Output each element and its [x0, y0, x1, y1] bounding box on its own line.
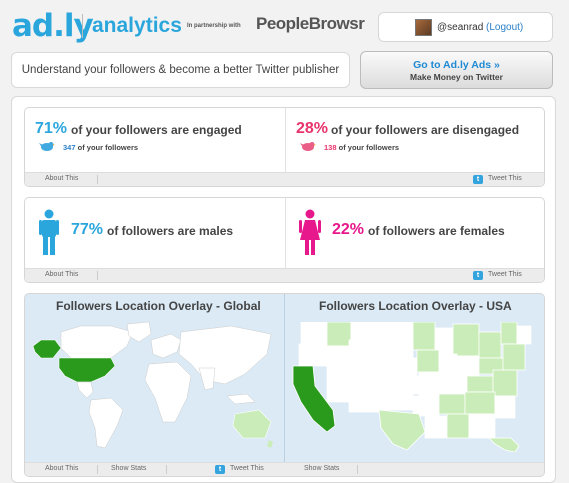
usa-map-title: Followers Location Overlay - USA: [319, 299, 512, 313]
footer-separator: [166, 465, 167, 474]
about-this-link[interactable]: About This: [45, 465, 79, 472]
disengaged-text: of your followers are disengaged: [331, 123, 520, 137]
card-divider: [284, 294, 285, 464]
male-percent: 77%: [71, 221, 104, 238]
header: ad.ly analytics In partnership with Peop…: [0, 0, 569, 48]
disengaged-count-text: 138 of your followers: [324, 143, 399, 152]
maps-card: Followers Location Overlay - Global Foll…: [24, 293, 545, 477]
logo-divider: [82, 14, 83, 38]
show-stats-global-link[interactable]: Show Stats: [111, 465, 147, 472]
tagline: Understand your followers & become a bet…: [11, 52, 350, 88]
partner-text: In partnership with: [187, 23, 241, 29]
engaged-percent: 71%: [35, 120, 68, 137]
card-divider: [285, 198, 286, 270]
usa-map[interactable]: [289, 322, 539, 452]
twitter-icon: t: [215, 465, 225, 474]
tweet-this-link[interactable]: Tweet This: [488, 175, 522, 182]
male-icon: [39, 209, 59, 255]
logout-link[interactable]: (Logout): [486, 22, 524, 33]
adly-logo[interactable]: ad.ly: [12, 8, 94, 44]
female-icon: [299, 209, 321, 255]
main-panel: 71% of your followers are engaged 347 of…: [11, 96, 556, 483]
disengaged-count-suffix: of your followers: [338, 143, 400, 152]
footer-separator: [97, 465, 98, 474]
about-this-link[interactable]: About This: [45, 271, 79, 278]
avatar[interactable]: [415, 19, 432, 36]
engaged-count: 347: [63, 143, 76, 152]
cta-line2: Make Money on Twitter: [410, 72, 503, 82]
twitter-bird-pink-icon: [300, 142, 316, 151]
partner-logo[interactable]: PeopleBrowsr: [256, 14, 365, 33]
engaged-count-suffix: of your followers: [77, 143, 139, 152]
about-this-link[interactable]: About This: [45, 175, 79, 182]
female-percent: 22%: [332, 221, 365, 238]
tweet-this-link[interactable]: Tweet This: [230, 465, 264, 472]
engagement-card: 71% of your followers are engaged 347 of…: [24, 107, 545, 187]
user-box: @seanrad (Logout): [378, 12, 553, 42]
footer-separator: [97, 175, 98, 184]
card-footer: About This Show Stats t Tweet This Show …: [25, 462, 544, 476]
female-text: of followers are females: [368, 224, 505, 238]
twitter-bird-icon: [39, 142, 55, 151]
tweet-this-link[interactable]: Tweet This: [488, 271, 522, 278]
engaged-count-text: 347 of your followers: [63, 143, 138, 152]
global-map-title: Followers Location Overlay - Global: [56, 299, 261, 313]
twitter-icon: t: [473, 271, 483, 280]
gender-card: 77% of followers are males 22% of follow…: [24, 197, 545, 283]
footer-separator: [357, 465, 358, 474]
card-footer: About This t Tweet This: [25, 268, 544, 282]
footer-separator: [97, 271, 98, 280]
disengaged-count: 138: [324, 143, 337, 152]
disengaged-percent: 28%: [296, 120, 329, 137]
product-name: analytics: [92, 14, 182, 37]
cta-line1: Go to Ad.ly Ads »: [413, 59, 500, 71]
show-stats-usa-link[interactable]: Show Stats: [304, 465, 340, 472]
engaged-text: of your followers are engaged: [71, 123, 242, 137]
username[interactable]: @seanrad: [437, 22, 484, 33]
male-text: of followers are males: [107, 224, 234, 238]
global-map[interactable]: [31, 318, 279, 458]
adly-ads-button[interactable]: Go to Ad.ly Ads » Make Money on Twitter: [360, 51, 553, 89]
twitter-icon: t: [473, 175, 483, 184]
card-footer: About This t Tweet This: [25, 172, 544, 186]
card-divider: [285, 108, 286, 174]
